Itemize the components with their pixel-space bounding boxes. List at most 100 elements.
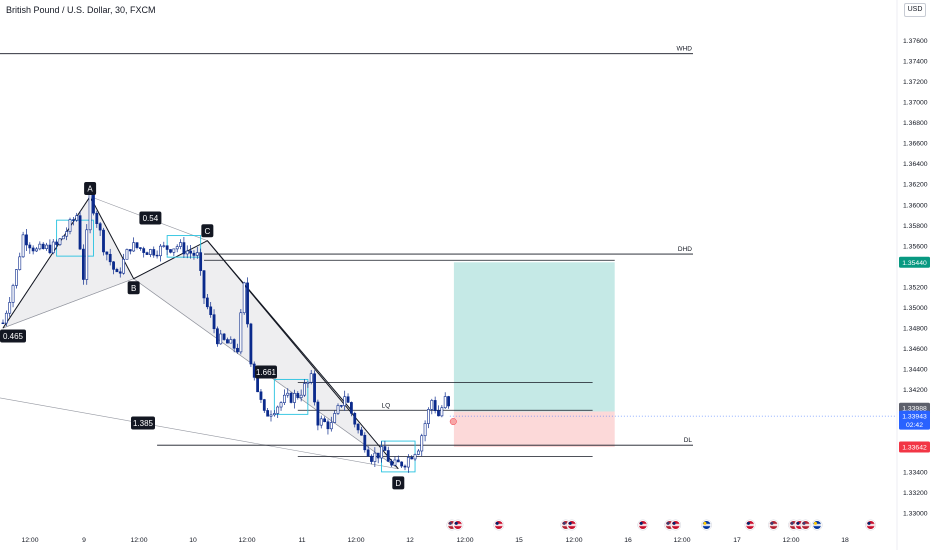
x-tick-label: 18 — [841, 537, 849, 544]
y-tick-label: 1.34800 — [903, 326, 928, 333]
svg-text:1.33943: 1.33943 — [902, 414, 927, 421]
symbol-title[interactable]: British Pound / U.S. Dollar, 30, FXCM — [6, 5, 156, 15]
svg-text:1.35440: 1.35440 — [902, 260, 927, 267]
x-tick-label: 17 — [733, 537, 741, 544]
candle — [1, 319, 5, 325]
svg-text:1.661: 1.661 — [256, 368, 277, 377]
candle — [349, 401, 353, 417]
x-tick-label: 12:00 — [565, 537, 582, 544]
candle — [41, 242, 45, 250]
candle — [108, 248, 112, 266]
candle — [222, 332, 226, 341]
candle — [105, 251, 109, 261]
y-tick-label: 1.36000 — [903, 202, 928, 209]
candle — [262, 398, 266, 413]
event-marker — [788, 519, 812, 531]
candle — [246, 277, 249, 328]
y-tick-label: 1.35000 — [903, 305, 928, 312]
candle — [71, 216, 75, 226]
alert-marker — [449, 418, 457, 426]
x-tick-label: 11 — [298, 537, 305, 544]
x-tick-label: 12:00 — [21, 537, 38, 544]
candle — [396, 455, 400, 463]
candle — [8, 297, 12, 317]
y-tick-label: 1.35200 — [903, 284, 928, 291]
candle — [380, 441, 383, 463]
x-tick-label: 12:00 — [456, 537, 473, 544]
candle — [172, 248, 176, 256]
candle — [209, 301, 213, 318]
svg-text:1.33642: 1.33642 — [902, 445, 927, 452]
candle — [142, 246, 146, 258]
candle — [162, 241, 166, 248]
candle — [272, 410, 276, 417]
candle — [75, 212, 79, 222]
candle — [169, 249, 172, 254]
y-tick-label: 1.36800 — [903, 120, 928, 127]
candle — [82, 244, 85, 285]
y-tick-label: 1.35600 — [903, 243, 928, 250]
candle — [132, 237, 136, 252]
x-tick-label: 12:00 — [782, 537, 799, 544]
candle — [427, 407, 430, 429]
y-tick-label: 1.37200 — [903, 79, 928, 86]
candle — [149, 248, 152, 258]
candle — [440, 405, 444, 418]
candle — [122, 253, 126, 275]
candle — [390, 459, 394, 467]
candle — [289, 391, 293, 404]
y-tick-label: 1.36600 — [903, 141, 928, 148]
candle — [336, 403, 340, 415]
candle — [199, 248, 203, 276]
candle — [65, 227, 69, 241]
svg-text:D: D — [395, 479, 401, 488]
event-marker — [446, 519, 464, 531]
candle — [35, 247, 38, 253]
event-marker — [637, 519, 649, 531]
candle — [353, 411, 357, 428]
candle — [366, 445, 370, 457]
candle — [323, 416, 327, 423]
event-marker — [768, 519, 779, 531]
y-tick-label: 1.35800 — [903, 223, 928, 230]
svg-text:B: B — [131, 284, 136, 293]
x-tick-label: 10 — [189, 537, 197, 544]
candle — [242, 281, 246, 315]
candle — [232, 338, 236, 353]
level-lq-label: LQ — [382, 402, 391, 409]
point-label-d: D — [392, 476, 405, 490]
candle — [68, 217, 72, 235]
candle — [363, 432, 367, 453]
candle — [386, 446, 390, 462]
candle — [423, 420, 427, 442]
x-tick-label: 15 — [515, 537, 523, 544]
ratio-label-xb: 0.465 — [0, 329, 26, 343]
candle — [85, 224, 89, 285]
candle — [259, 388, 263, 403]
event-marker — [560, 519, 578, 531]
currency-badge[interactable]: USD — [904, 3, 926, 17]
candle — [15, 269, 18, 289]
candle — [128, 249, 132, 255]
harmonic-cd-extension — [206, 240, 352, 411]
candle — [115, 267, 119, 273]
candle — [95, 210, 99, 228]
candle — [239, 309, 243, 355]
candle — [58, 237, 62, 246]
candle — [249, 322, 253, 367]
candle — [256, 377, 260, 393]
svg-text:02:42: 02:42 — [906, 422, 923, 429]
target-zone — [453, 262, 615, 412]
candle — [393, 456, 397, 467]
candle — [406, 454, 410, 473]
x-tick-label: 9 — [82, 537, 86, 544]
candle — [279, 401, 283, 411]
x-tick-label: 12:00 — [130, 537, 147, 544]
candle — [155, 250, 159, 259]
candle — [293, 389, 296, 409]
price-label-stop: 1.33642 — [899, 441, 930, 453]
candle — [145, 251, 149, 255]
